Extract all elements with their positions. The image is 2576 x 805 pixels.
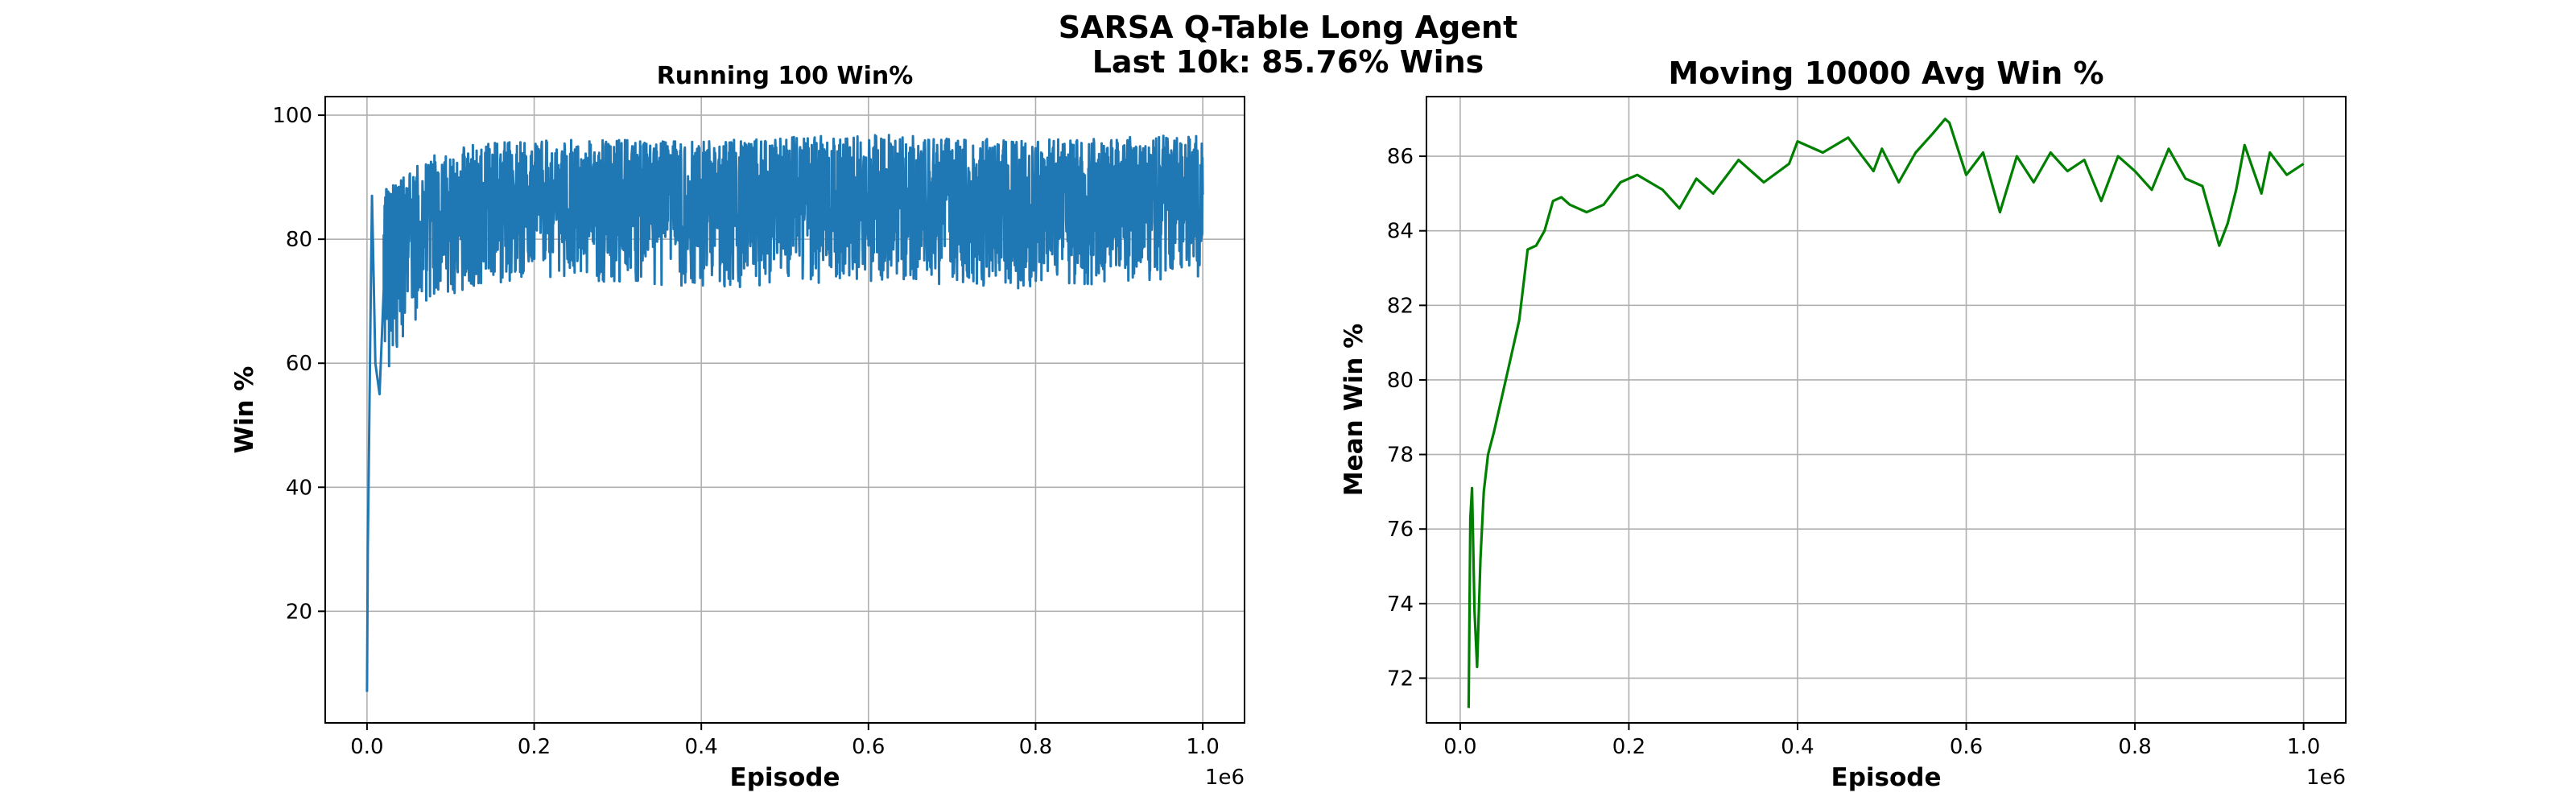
y-tick-label: 20: [286, 600, 312, 624]
y-tick-label: 60: [286, 352, 312, 376]
y-tick-label: 80: [1387, 369, 1414, 393]
series-line-moving-avg: [1467, 118, 2305, 708]
y-axis-label: Mean Win %: [1340, 324, 1368, 496]
x-tick-label: 0.2: [518, 735, 551, 759]
y-axis-label: Win %: [230, 366, 259, 454]
x-axis-label: Episode: [730, 763, 840, 792]
x-tick-label: 0.4: [685, 735, 718, 759]
axes-frame: [1426, 96, 2347, 724]
x-tick-label: 0.6: [1950, 735, 1983, 759]
chart-title: Running 100 Win%: [657, 62, 914, 90]
y-tick-label: 80: [286, 228, 312, 252]
y-tick-label: 82: [1387, 294, 1414, 318]
figure-suptitle-line1: SARSA Q-Table Long Agent: [1058, 10, 1518, 45]
x-tick-label: 1.0: [2287, 735, 2320, 759]
y-tick-label: 78: [1387, 444, 1414, 468]
x-offset-label: 1e6: [1205, 766, 1245, 790]
y-tick-label: 72: [1387, 667, 1414, 691]
y-tick-label: 84: [1387, 220, 1414, 244]
x-tick-label: 0.4: [1781, 735, 1814, 759]
x-tick-label: 0.8: [2118, 735, 2151, 759]
y-tick-label: 76: [1387, 518, 1414, 542]
chart-title: Moving 10000 Avg Win %: [1668, 56, 2103, 91]
y-tick-label: 40: [286, 476, 312, 500]
y-tick-label: 100: [272, 104, 312, 128]
x-offset-label: 1e6: [2306, 766, 2346, 790]
x-tick-label: 1.0: [1186, 735, 1219, 759]
y-tick-label: 74: [1387, 592, 1414, 617]
x-tick-label: 0.8: [1019, 735, 1052, 759]
x-tick-label: 0.0: [1443, 735, 1476, 759]
series-line-running-win: [365, 134, 1204, 692]
x-axis-label: Episode: [1831, 763, 1942, 792]
x-tick-label: 0.6: [852, 735, 885, 759]
y-tick-label: 86: [1387, 145, 1414, 169]
x-tick-label: 0.0: [350, 735, 383, 759]
axes-frame: [324, 96, 1245, 724]
x-tick-label: 0.2: [1612, 735, 1645, 759]
figure-suptitle-line2: Last 10k: 85.76% Wins: [1092, 44, 1484, 80]
